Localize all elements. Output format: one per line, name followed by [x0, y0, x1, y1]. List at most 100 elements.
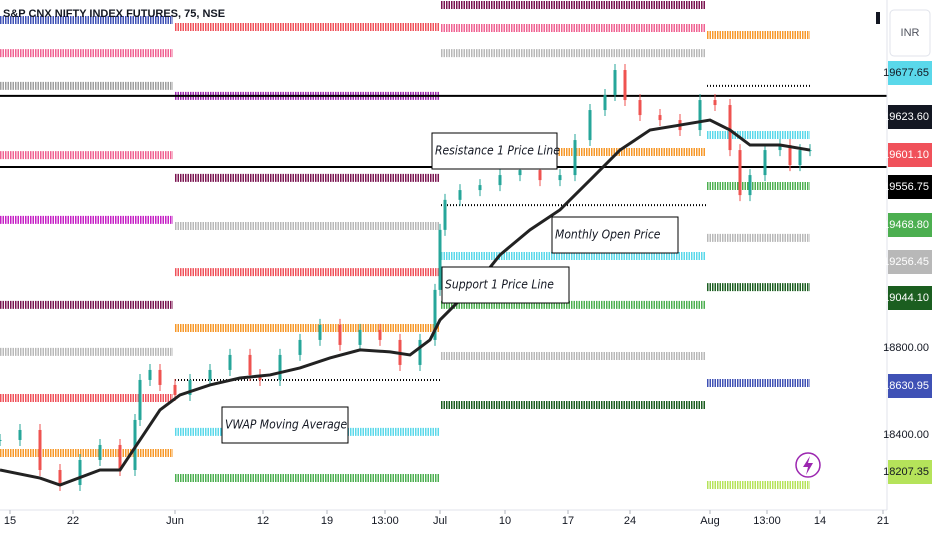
candle [98, 444, 102, 460]
candle [558, 175, 562, 181]
candle [788, 145, 792, 166]
price-tag-label: 19044.10 [883, 292, 929, 304]
candle [358, 329, 362, 345]
x-tick-label: 19 [321, 515, 333, 527]
price-tag-label: 19556.75 [883, 181, 929, 193]
candle [603, 95, 607, 111]
x-tick-label: 10 [499, 515, 511, 527]
candle [588, 110, 592, 141]
annotation-box [431, 132, 558, 170]
x-tick-label: Jul [433, 515, 447, 527]
annotation-text: Support 1 Price Line [445, 278, 554, 292]
x-tick-label: Aug [700, 515, 720, 527]
candle [613, 70, 617, 96]
candle [78, 459, 82, 485]
candle [458, 190, 462, 200]
price-tag [888, 374, 932, 398]
candle [158, 369, 162, 385]
candle [518, 170, 522, 176]
candle [418, 339, 422, 365]
price-tag [888, 175, 932, 199]
candle [713, 100, 717, 106]
candle [623, 70, 627, 101]
annotation-box [221, 406, 349, 444]
candle [538, 170, 542, 181]
candle [58, 469, 62, 485]
x-tick-label: 15 [4, 515, 16, 527]
candle [188, 379, 192, 395]
price-tag [888, 143, 932, 167]
candle [338, 324, 342, 345]
price-tag-label: 19601.10 [883, 149, 929, 161]
candle [228, 354, 232, 370]
y-tick-label: 18400.00 [883, 429, 929, 441]
candle [498, 175, 502, 186]
candle [573, 140, 577, 176]
candle [808, 150, 812, 152]
candle [438, 229, 442, 290]
currency-label[interactable]: INR [901, 27, 920, 39]
candle [148, 369, 152, 380]
candle [208, 369, 212, 380]
candle [478, 185, 482, 191]
chart-title: S&P CNX NIFTY INDEX FUTURES, 75, NSE [3, 8, 225, 20]
x-tick-label: 13:00 [753, 515, 781, 527]
x-tick-label: 17 [562, 515, 574, 527]
candle [638, 100, 642, 116]
x-tick-label: 24 [624, 515, 636, 527]
price-tag-label: 19468.80 [883, 219, 929, 231]
vwap-line [0, 118, 811, 487]
price-tags: 19677.65 19623.60 19601.10 19556.75 19468.80… [883, 61, 932, 484]
price-tag [888, 460, 932, 484]
candle [248, 354, 252, 375]
price-tag-label: 18630.95 [883, 380, 929, 392]
candles [0, 64, 812, 491]
candle [778, 145, 782, 151]
candle [118, 444, 122, 470]
candle [318, 324, 322, 340]
annotation-box [551, 216, 679, 254]
moving-average [0, 118, 811, 487]
price-tag [888, 61, 932, 85]
candle [278, 354, 282, 380]
menu-icon[interactable] [876, 12, 880, 24]
price-tag-label: 19256.45 [883, 256, 929, 268]
candle [18, 429, 22, 440]
x-tick-label: 12 [257, 515, 269, 527]
price-axis [887, 0, 932, 550]
candle [748, 175, 752, 196]
candle [378, 329, 382, 340]
x-tick-label: 14 [814, 515, 826, 527]
price-tag [888, 250, 932, 274]
price-tag-label: 18207.35 [883, 466, 929, 478]
candle [433, 289, 437, 340]
x-tick-label: 21 [877, 515, 889, 527]
price-tag [888, 105, 932, 129]
axes: 15 22 Jun 12 19 13:00 Jul 10 17 24 Aug 13:00 14 21 184… [4, 342, 929, 527]
candle [443, 199, 447, 230]
price-tag-label: 19623.60 [883, 111, 929, 123]
candle [298, 339, 302, 355]
x-tick-label: 13:00 [371, 515, 399, 527]
candle [798, 150, 802, 166]
candle [728, 105, 732, 151]
x-tick-label: Jun [166, 515, 184, 527]
annotation-text: Resistance 1 Price Line [435, 144, 560, 158]
x-tick-label: 22 [67, 515, 79, 527]
price-tag [888, 286, 932, 310]
candle [38, 429, 42, 470]
currency-button[interactable] [889, 9, 931, 57]
price-tag-label: 19677.65 [883, 67, 929, 79]
annotation-text: Monthly Open Price [555, 228, 661, 242]
price-tag [888, 213, 932, 237]
candle [738, 150, 742, 196]
candle [0, 439, 2, 441]
candle [138, 379, 142, 420]
candle [763, 150, 767, 176]
candle [173, 384, 177, 395]
alert-bolt [803, 456, 813, 475]
y-tick-label: 18800.00 [883, 342, 929, 354]
annotation-text: VWAP Moving Average [225, 418, 348, 432]
annotations: Resistance 1 Price Line Monthly Open Pric… [221, 132, 679, 444]
